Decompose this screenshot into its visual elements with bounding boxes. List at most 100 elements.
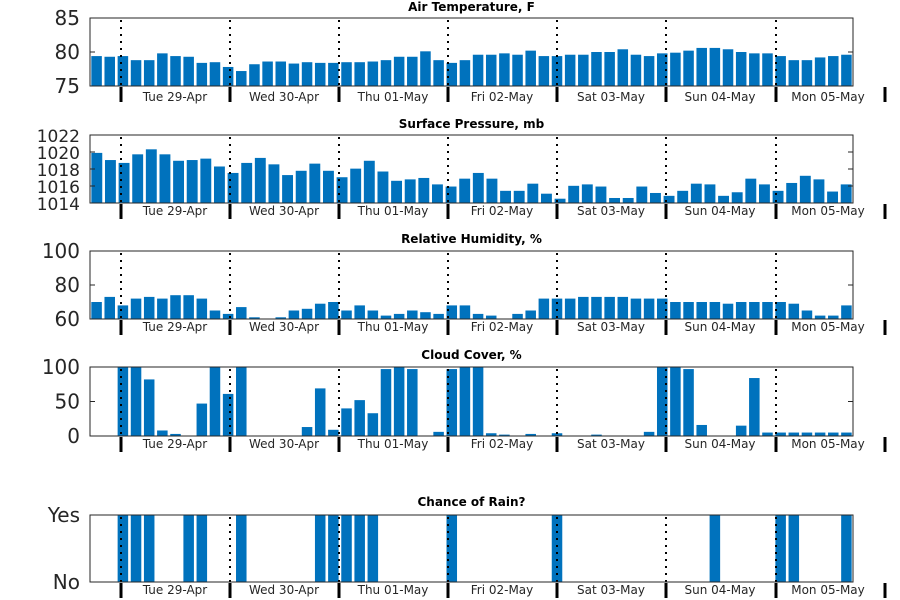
- x-tick-label: Tue 29-Apr: [142, 320, 207, 334]
- bar: [709, 47, 721, 86]
- bar: [407, 369, 418, 436]
- bar: [314, 62, 326, 86]
- bar: [801, 60, 813, 86]
- bar: [758, 184, 770, 203]
- bar: [581, 184, 593, 203]
- bar: [354, 62, 365, 86]
- bar: [649, 192, 661, 203]
- bar: [828, 315, 839, 319]
- bar: [104, 56, 115, 86]
- bar: [578, 54, 589, 86]
- bar: [354, 305, 365, 319]
- bar: [341, 408, 352, 436]
- x-tick-mark: [228, 87, 232, 102]
- bar: [420, 312, 431, 319]
- bar: [775, 432, 786, 436]
- bar: [788, 303, 800, 319]
- bar: [268, 164, 280, 203]
- bar: [762, 53, 773, 86]
- bar: [472, 172, 484, 203]
- chart-panel-5: Chance of Rain? No Yes Tue 29-Apr Wed 30-Apr…: [47, 495, 887, 598]
- bar: [143, 296, 155, 319]
- chart-title: Relative Humidity, %: [401, 232, 542, 246]
- bar: [643, 298, 655, 319]
- x-tick-mark: [883, 204, 887, 219]
- bar: [91, 302, 102, 319]
- bar: [420, 51, 431, 86]
- bar: [393, 56, 405, 86]
- bar: [735, 302, 747, 319]
- bar: [341, 62, 352, 86]
- x-tick-mark: [228, 583, 232, 598]
- bar: [801, 310, 813, 319]
- bar: [104, 160, 116, 203]
- bar: [551, 515, 563, 582]
- bar: [690, 183, 702, 203]
- bar: [328, 429, 339, 436]
- bar: [380, 369, 392, 436]
- bar: [143, 60, 155, 86]
- x-tick-label: Mon 05-May: [791, 204, 865, 218]
- bar: [354, 515, 365, 582]
- x-tick-label: Tue 29-Apr: [142, 583, 207, 597]
- bar: [130, 515, 142, 582]
- x-tick-mark: [228, 204, 232, 219]
- bar: [170, 433, 181, 436]
- x-tick-label: Wed 30-Apr: [249, 90, 319, 104]
- bar: [170, 295, 181, 319]
- x-tick-mark: [664, 87, 668, 102]
- bar: [604, 52, 615, 86]
- bar: [213, 166, 225, 203]
- bar: [145, 149, 157, 203]
- y-tick-label: 100: [42, 355, 80, 379]
- bar: [196, 62, 208, 86]
- x-tick-label: Tue 29-Apr: [142, 204, 207, 218]
- bar: [288, 310, 300, 319]
- x-tick-mark: [774, 204, 778, 219]
- bar: [551, 298, 563, 319]
- bar: [683, 369, 694, 436]
- bar: [459, 178, 471, 203]
- y-tick-label: No: [53, 570, 80, 594]
- bar: [117, 56, 129, 86]
- bar: [772, 190, 784, 203]
- x-tick-label: Tue 29-Apr: [142, 90, 207, 104]
- bar: [745, 178, 757, 203]
- bar: [288, 63, 300, 86]
- bar: [485, 433, 497, 436]
- x-tick-mark: [555, 437, 559, 452]
- bar: [445, 186, 457, 203]
- bar: [157, 430, 168, 436]
- bar: [130, 60, 142, 86]
- bar: [722, 303, 734, 319]
- x-tick-mark: [555, 583, 559, 598]
- bar: [132, 154, 144, 203]
- bar: [595, 186, 607, 203]
- bar: [309, 163, 321, 203]
- bar: [173, 160, 185, 203]
- bar: [683, 50, 694, 86]
- x-tick-label: Mon 05-May: [791, 320, 865, 334]
- bar: [696, 424, 707, 436]
- bar: [656, 298, 668, 319]
- bar: [380, 60, 392, 86]
- y-tick-label: 1014: [37, 195, 80, 215]
- bar: [499, 53, 510, 86]
- x-tick-label: Sat 03-May: [577, 437, 645, 451]
- bar: [433, 60, 444, 86]
- bar: [236, 71, 247, 86]
- y-tick-label: 80: [55, 273, 80, 297]
- bar: [486, 178, 498, 203]
- bar: [209, 367, 221, 436]
- bar: [814, 315, 826, 319]
- bar: [578, 296, 589, 319]
- chart-title: Air Temperature, F: [408, 0, 535, 14]
- bar: [840, 184, 852, 203]
- bar: [525, 310, 536, 319]
- bar: [788, 515, 800, 582]
- plot-area-border: [89, 514, 854, 583]
- bar: [622, 197, 634, 203]
- x-tick-mark: [337, 204, 341, 219]
- x-tick-mark: [337, 320, 341, 335]
- bar: [446, 62, 458, 86]
